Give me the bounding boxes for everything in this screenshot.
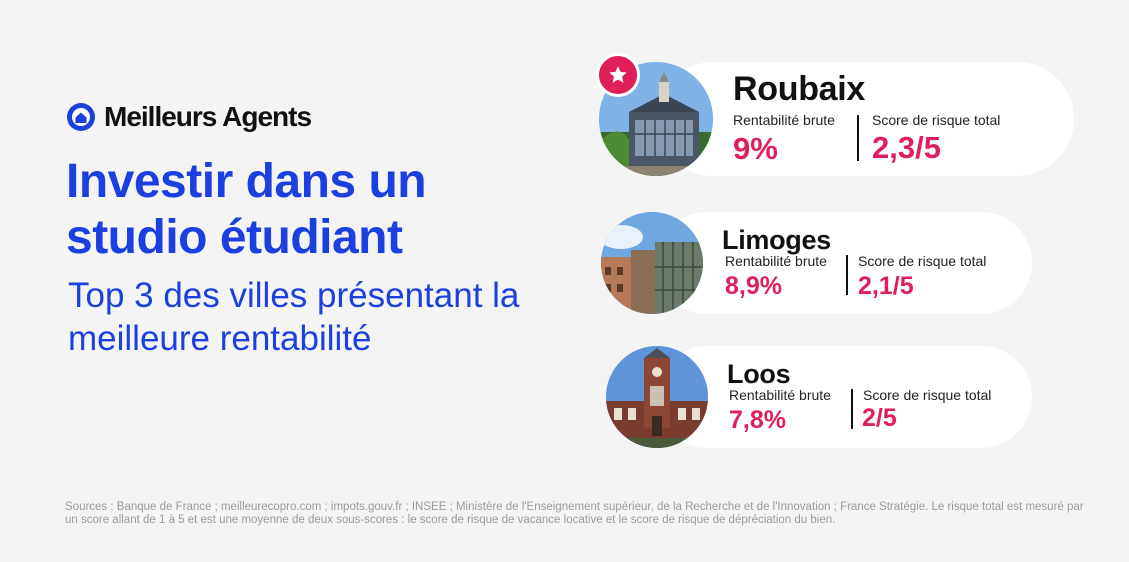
page-title: Investir dans un studio étudiant [66,155,427,264]
loos-town-hall-photo [606,346,708,448]
city-card-roubaix [656,62,1074,176]
rent-value-roubaix: 9% [733,131,778,166]
rent-label-roubaix: Rentabilité brute [733,112,835,128]
risk-value-limoges: 2,1/5 [858,272,914,300]
rent-value-loos: 7,8% [729,406,786,434]
city-name-loos: Loos [727,359,791,389]
roubaix-market-hall-photo [599,62,713,176]
city-card-loos [656,346,1032,448]
divider [846,255,848,295]
brand-logo: Meilleurs Agents [66,101,312,133]
rent-label-limoges: Rentabilité brute [725,253,827,269]
risk-label-roubaix: Score de risque total [872,112,1001,128]
city-name-roubaix: Roubaix [733,70,866,108]
sources-footnote: Sources : Banque de France ; meilleureco… [65,501,1084,526]
city-card-limoges [656,212,1032,314]
city-name-limoges: Limoges [722,225,831,255]
star-icon [596,53,640,97]
page-subtitle: Top 3 des villes présentant la meilleure… [68,276,520,358]
divider [857,115,859,161]
risk-label-limoges: Score de risque total [858,253,987,269]
limoges-market-photo [601,212,703,314]
brand-name: Meilleurs Agents [104,101,312,132]
rent-label-loos: Rentabilité brute [729,387,831,403]
risk-label-loos: Score de risque total [863,387,992,403]
risk-value-loos: 2/5 [862,404,897,432]
divider [851,389,853,429]
risk-value-roubaix: 2,3/5 [872,130,941,165]
rent-value-limoges: 8,9% [725,272,782,300]
house-pin-icon [67,103,95,131]
